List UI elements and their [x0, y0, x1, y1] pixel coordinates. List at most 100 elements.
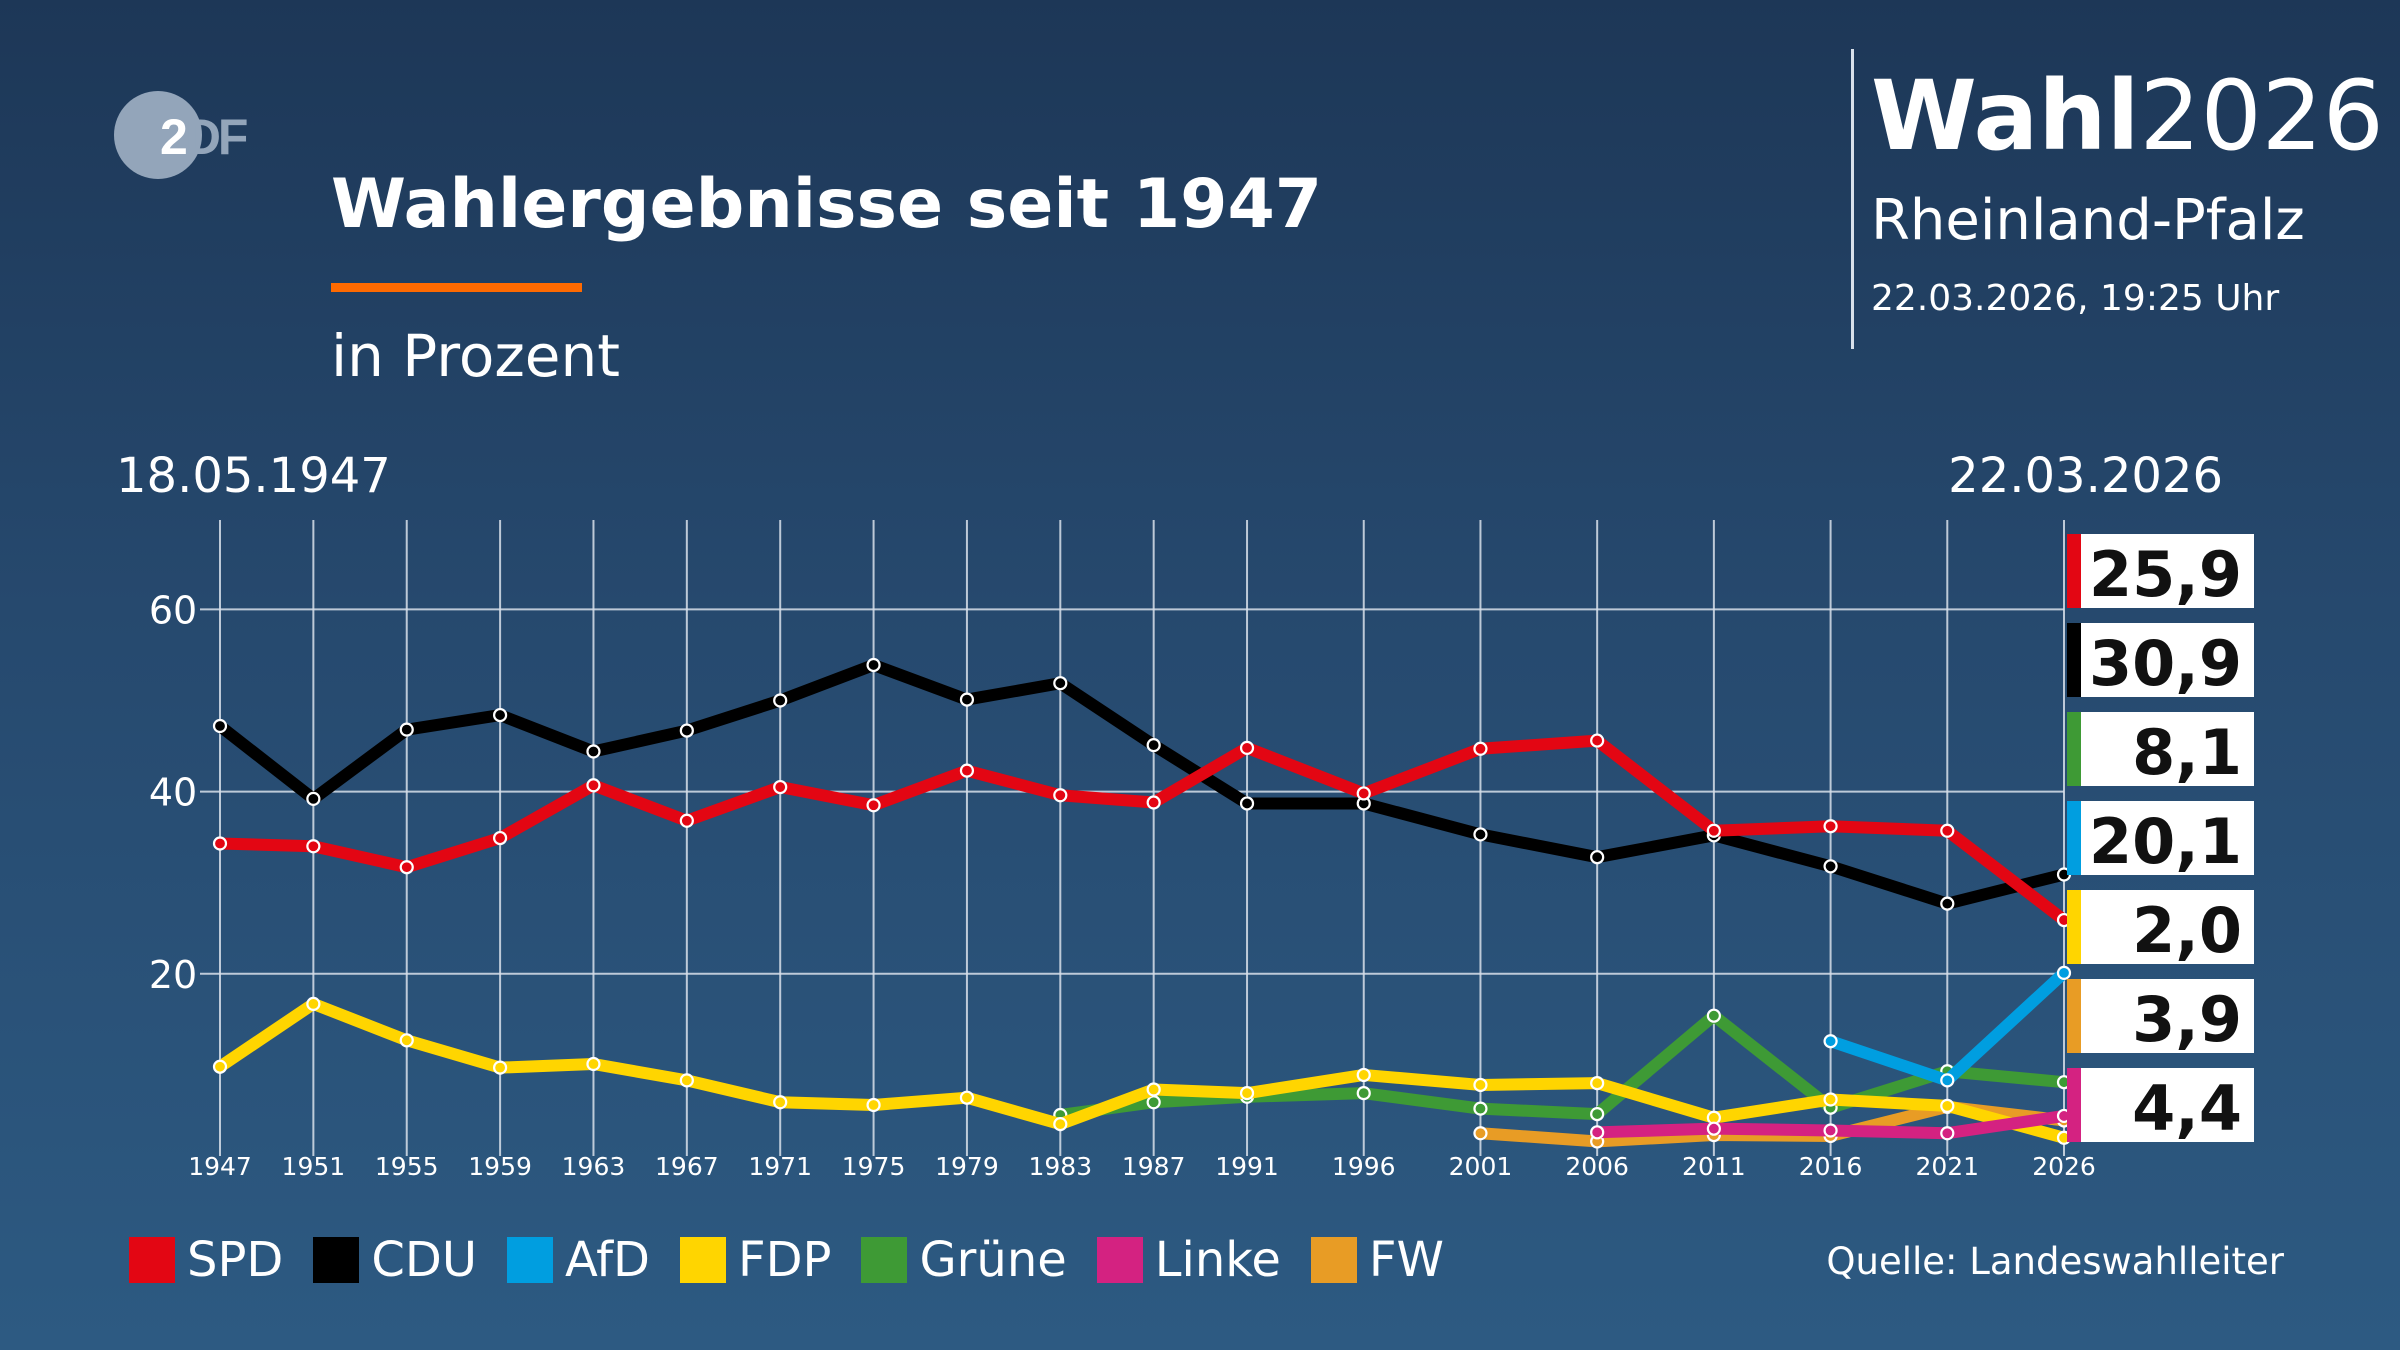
data-point-cdu	[1473, 827, 1488, 842]
data-point-fdp	[399, 1033, 414, 1048]
data-point-spd	[679, 813, 694, 828]
data-point-spd	[1053, 788, 1068, 803]
data-point-fdp	[1590, 1076, 1605, 1091]
data-point-cdu	[1053, 676, 1068, 691]
data-point-fdp	[306, 996, 321, 1011]
x-tick-label: 1996	[1332, 1152, 1396, 1181]
data-point-spd	[399, 860, 414, 875]
data-point-cdu	[399, 722, 414, 737]
data-point-cdu	[306, 791, 321, 806]
data-point-spd	[1146, 795, 1161, 810]
legend-swatch	[1310, 1237, 1357, 1283]
y-tick-label: 40	[149, 771, 197, 815]
value-box-afd: 20,1	[2067, 801, 2254, 878]
value-label: 25,9	[2089, 538, 2242, 611]
value-label: 20,1	[2089, 805, 2242, 878]
data-point-spd	[1473, 741, 1488, 756]
data-point-cdu	[1146, 738, 1161, 753]
data-point-spd	[586, 778, 601, 793]
data-point-linke	[1823, 1123, 1838, 1138]
value-label: 3,9	[2132, 983, 2242, 1056]
x-tick-label: 1955	[375, 1152, 439, 1181]
value-box-fdp: 2,0	[2067, 890, 2254, 967]
data-point-fdp	[1146, 1082, 1161, 1097]
x-tick-label: 1975	[842, 1152, 906, 1181]
data-point-fdp	[1356, 1067, 1371, 1083]
data-point-cdu	[1590, 850, 1605, 865]
brand-bold: Wahl	[1871, 60, 2140, 172]
value-label: 4,4	[2132, 1072, 2242, 1145]
data-point-fdp	[212, 1059, 228, 1074]
legend-item-fdp: FDP	[679, 1232, 831, 1288]
data-point-afd	[1823, 1034, 1838, 1049]
series-line-cdu	[214, 658, 2070, 910]
data-point-afd	[1940, 1073, 1955, 1088]
data-point-cdu	[773, 693, 788, 708]
legend-label: CDU	[371, 1232, 477, 1288]
data-point-spd	[1356, 786, 1371, 801]
x-tick-label: 1983	[1028, 1152, 1092, 1181]
data-point-fdp	[1940, 1098, 1955, 1113]
title-accent-bar	[331, 283, 582, 292]
brand-year: 2026	[2139, 60, 2384, 172]
series-line-grüne	[1054, 1009, 2070, 1122]
data-point-cdu	[586, 744, 601, 759]
data-point-grüne	[1146, 1095, 1161, 1110]
value-label: 8,1	[2132, 716, 2242, 789]
x-tick-label: 2016	[1799, 1152, 1863, 1181]
value-box-color	[2067, 801, 2081, 875]
data-point-spd	[1706, 823, 1721, 838]
zdf-logo-circle	[114, 91, 202, 179]
legend-swatch	[506, 1237, 553, 1283]
value-box-color	[2067, 979, 2081, 1053]
x-tick-label: 1959	[468, 1152, 532, 1181]
value-box-color	[2067, 712, 2081, 786]
legend-item-spd: SPD	[129, 1232, 283, 1288]
data-point-spd	[866, 798, 881, 813]
value-box-grüne: 8,1	[2067, 712, 2254, 789]
data-point-grüne	[1473, 1101, 1488, 1116]
y-tick-label: 20	[149, 953, 197, 997]
x-tick-label: 1951	[282, 1152, 346, 1181]
data-point-afd	[2056, 965, 2072, 980]
data-point-linke	[1706, 1121, 1721, 1136]
legend-label: Linke	[1154, 1232, 1281, 1288]
legend-item-afd: AfD	[506, 1232, 650, 1288]
data-point-cdu	[1239, 796, 1255, 811]
data-point-fdp	[679, 1073, 694, 1088]
x-tick-label: 1947	[188, 1152, 252, 1181]
data-point-grüne	[1356, 1086, 1371, 1101]
x-tick-label: 2001	[1449, 1152, 1513, 1181]
data-point-cdu	[1823, 859, 1838, 874]
data-point-fdp	[1053, 1117, 1068, 1132]
data-point-spd	[959, 763, 975, 778]
data-point-fdp	[1239, 1086, 1255, 1101]
legend-label: AfD	[564, 1232, 650, 1288]
logo-df: DF	[184, 109, 249, 165]
logo-2: 2	[160, 109, 188, 165]
data-point-cdu	[1940, 896, 1955, 911]
brand-wahl2026: Wahl2026	[1871, 68, 2384, 164]
value-box-fw: 3,9	[2067, 979, 2254, 1056]
x-tick-label: 1979	[935, 1152, 999, 1181]
data-point-cdu	[959, 692, 975, 707]
x-tick-label: 2021	[1915, 1152, 1979, 1181]
data-point-fdp	[586, 1056, 601, 1072]
data-point-spd	[1239, 740, 1255, 755]
value-label: 30,9	[2089, 627, 2242, 700]
data-point-linke	[1590, 1125, 1605, 1140]
legend-item-grüne: Grüne	[861, 1232, 1067, 1288]
date-start: 18.05.1947	[116, 448, 391, 504]
value-box-color	[2067, 890, 2081, 964]
data-point-spd	[1823, 819, 1838, 834]
value-box-linke: 4,4	[2067, 1068, 2254, 1145]
legend-swatch	[313, 1237, 360, 1283]
data-point-fdp	[1473, 1077, 1488, 1093]
data-point-cdu	[866, 657, 881, 673]
legend-label: SPD	[187, 1232, 284, 1288]
x-tick-label: 1971	[748, 1152, 812, 1181]
legend-item-cdu: CDU	[313, 1232, 477, 1288]
value-label: 2,0	[2132, 894, 2242, 967]
legend-label: Grüne	[919, 1232, 1067, 1288]
